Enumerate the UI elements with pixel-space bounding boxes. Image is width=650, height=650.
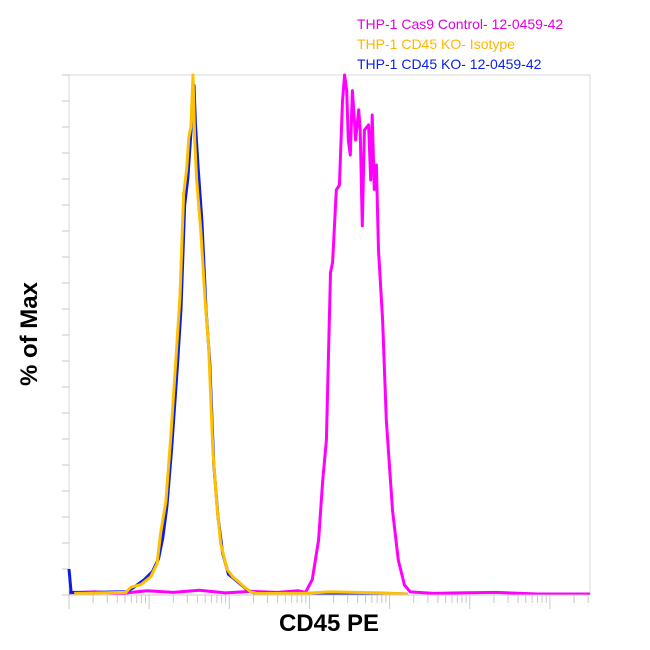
x-axis-ticks: [68, 595, 589, 609]
series-line-1: [74, 73, 408, 596]
series-line-0: [68, 73, 590, 596]
series-group: [67, 73, 590, 596]
y-axis-label: % of Max: [16, 282, 43, 387]
legend-entry-cd45-ko: THP-1 CD45 KO- 12-0459-42: [357, 56, 542, 72]
series-line-2: [67, 83, 408, 596]
y-axis-ticks: [62, 74, 69, 596]
legend-entry-cas9-control: THP-1 Cas9 Control- 12-0459-42: [357, 16, 564, 32]
legend-entry-isotype: THP-1 CD45 KO- Isotype: [357, 36, 515, 52]
legend: THP-1 Cas9 Control- 12-0459-42 THP-1 CD4…: [357, 14, 563, 74]
x-axis-label: CD45 PE: [278, 610, 380, 637]
